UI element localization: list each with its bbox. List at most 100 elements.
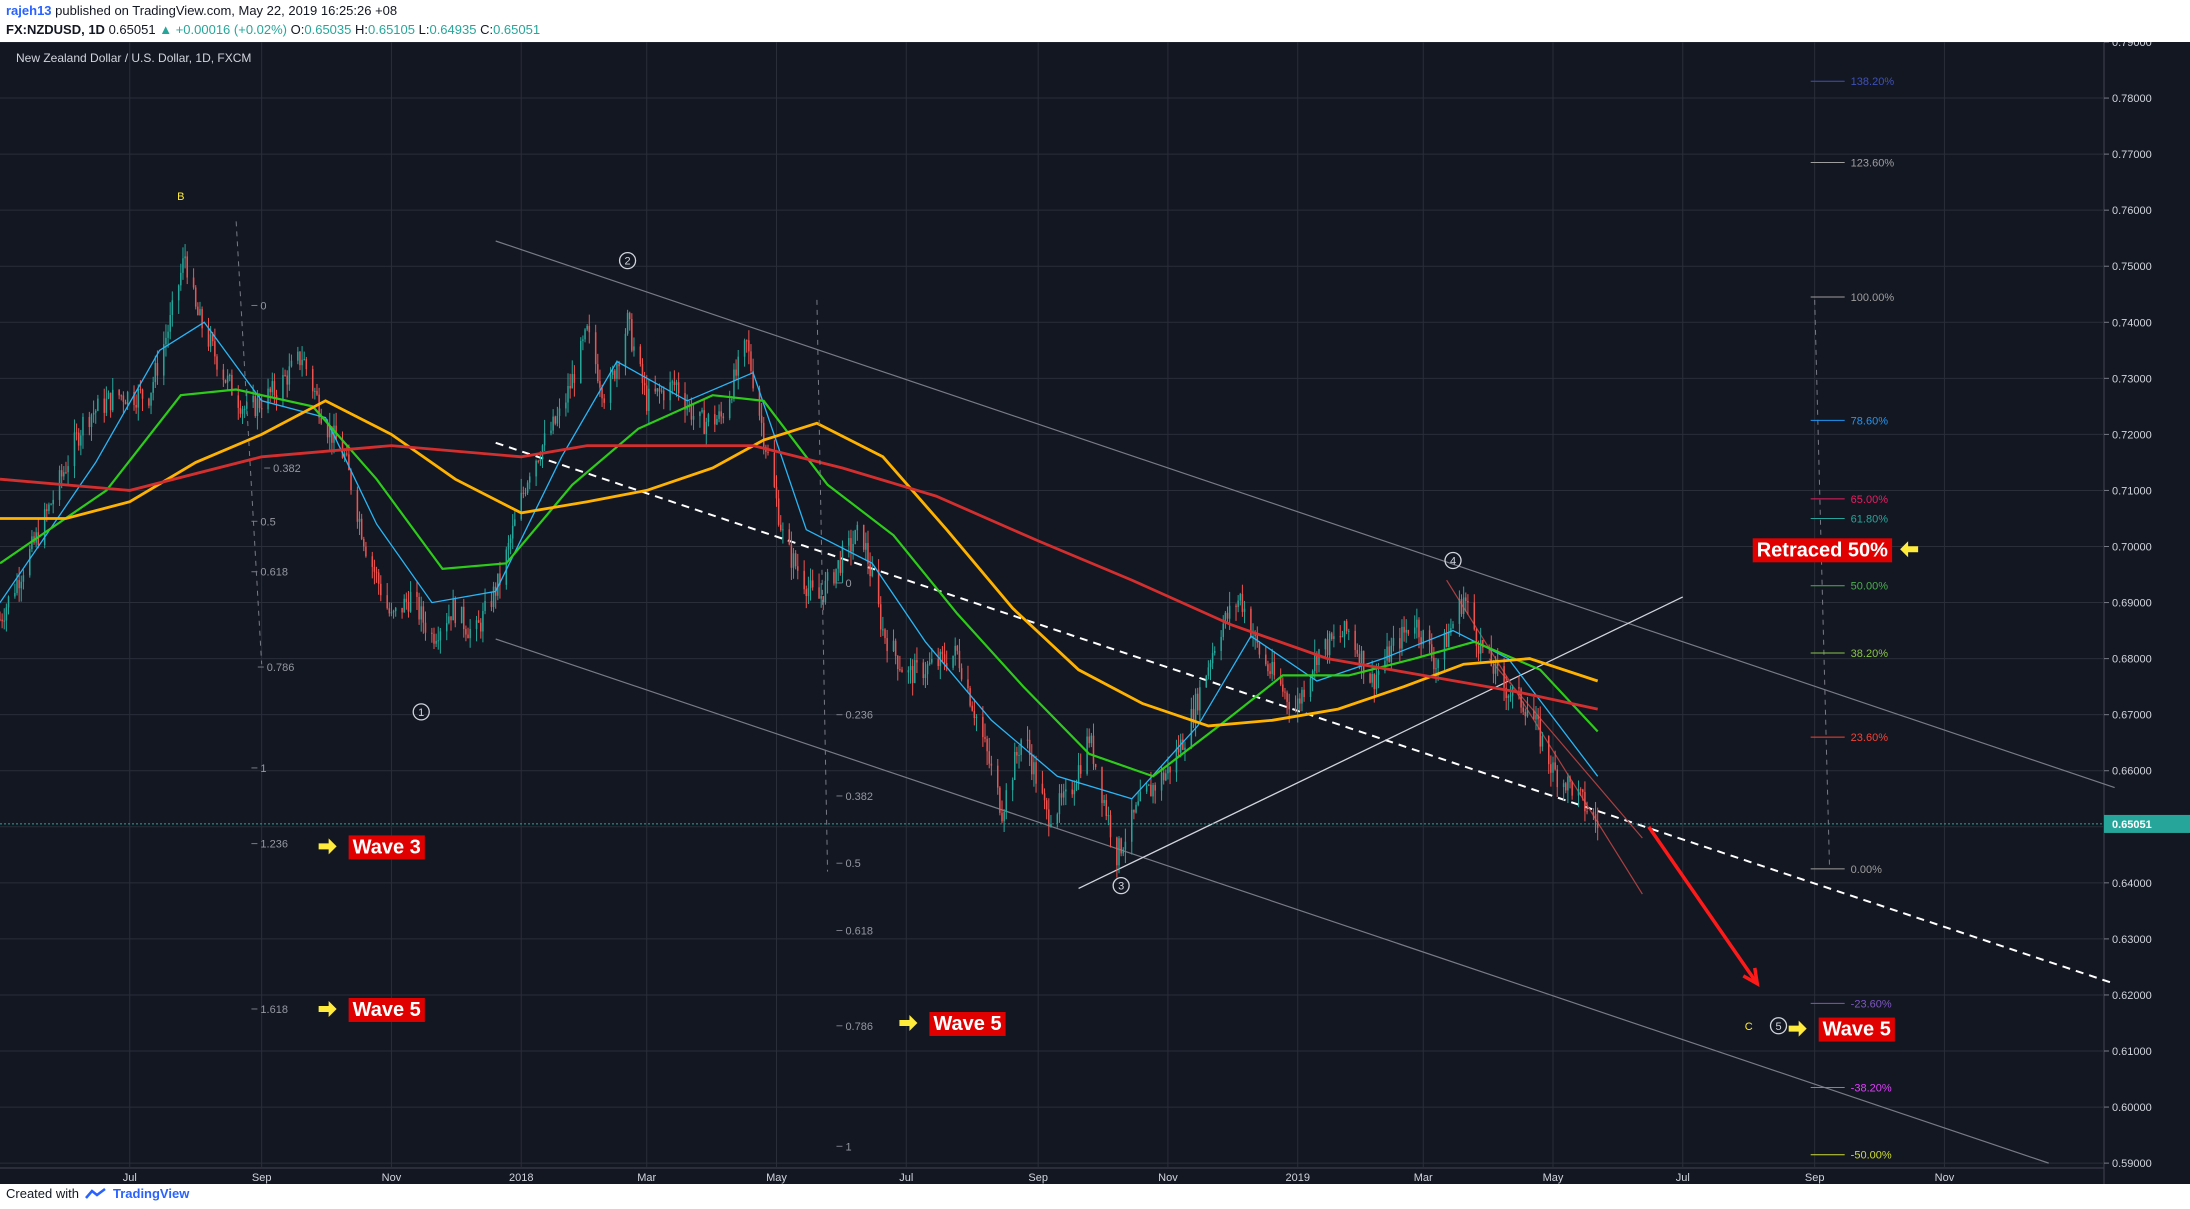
candle-body — [1284, 691, 1286, 693]
candle-body — [675, 382, 678, 386]
candle-body — [360, 518, 363, 539]
candle-body — [1296, 698, 1299, 711]
fib-level-label: 0.5 — [260, 516, 275, 528]
candle-body — [614, 370, 616, 379]
candle-body — [1450, 628, 1452, 633]
candle-body — [124, 401, 127, 405]
candle-body — [1518, 687, 1520, 689]
candle-body — [1392, 638, 1395, 646]
candle-body — [297, 351, 299, 361]
candle-body — [1190, 708, 1193, 748]
y-tick-label: 0.77000 — [2112, 149, 2152, 161]
candle-body — [811, 580, 814, 588]
candle-body — [433, 633, 435, 644]
candle-body — [435, 640, 437, 644]
annotation-label: Wave 5 — [353, 999, 421, 1021]
candle-body — [1460, 599, 1463, 615]
candle-body — [243, 408, 246, 410]
candle-body — [1430, 644, 1433, 658]
chart-area[interactable]: 0.79000 0.78000 0.77000 0.76000 0.75000 0.740… — [0, 37, 2190, 1184]
candle-body — [390, 612, 393, 614]
candle-body — [229, 374, 231, 376]
candle-body — [1060, 793, 1063, 798]
candle-body — [1150, 784, 1152, 797]
fib-level-label: 0.618 — [845, 925, 873, 937]
candle-body — [1373, 674, 1376, 690]
candle-body — [1226, 612, 1229, 619]
candle-body — [1286, 692, 1288, 702]
candle-body — [254, 395, 257, 417]
fib-level-label: 0 — [260, 300, 266, 312]
candle-body — [1375, 674, 1378, 690]
candle-body — [241, 409, 244, 414]
candle-body — [1407, 629, 1410, 634]
price-chart[interactable]: 0.79000 0.78000 0.77000 0.76000 0.75000 0.740… — [0, 37, 2190, 1184]
candle-body — [707, 414, 710, 422]
candle-body — [150, 392, 152, 406]
candle-body — [773, 452, 776, 487]
candle-body — [594, 332, 597, 365]
candle-body — [797, 566, 799, 571]
candle-body — [1413, 627, 1416, 634]
candle-body — [1256, 632, 1259, 643]
candle-body — [177, 285, 180, 301]
author-name[interactable]: rajeh13 — [6, 3, 52, 18]
candle-body — [716, 418, 718, 425]
candle-body — [928, 662, 931, 665]
candle-body — [1048, 809, 1050, 827]
candle-body — [207, 328, 210, 347]
candle-body — [284, 375, 286, 377]
candle-body — [1103, 800, 1105, 804]
candle-body — [1356, 650, 1359, 654]
candle-body — [348, 454, 350, 471]
candle-body — [767, 451, 769, 453]
x-tick-label: Jul — [1676, 1172, 1690, 1184]
candle-body — [356, 490, 359, 522]
candle-body — [1033, 762, 1035, 775]
candle-body — [133, 392, 135, 406]
candle-body — [1001, 812, 1003, 822]
candle-body — [1567, 776, 1569, 791]
candle-body — [684, 393, 686, 410]
fib-ext-label: 138.20% — [1851, 76, 1895, 88]
candle-body — [0, 619, 1, 621]
candle-body — [718, 411, 720, 419]
candle-body — [609, 374, 612, 403]
candle-body — [420, 606, 422, 620]
candle-body — [824, 580, 827, 603]
wave-label: C — [1745, 1021, 1753, 1033]
candle-body — [884, 629, 886, 639]
candle-body — [18, 580, 20, 589]
price-axis[interactable] — [2104, 42, 2190, 1184]
candle-body — [671, 381, 674, 383]
wave-circle-icon — [412, 703, 430, 721]
x-tick-label: Nov — [382, 1172, 402, 1184]
candle-body — [1139, 791, 1142, 802]
fib-level-label: 1 — [260, 763, 266, 775]
x-tick-label: Sep — [1028, 1172, 1048, 1184]
candle-body — [867, 543, 869, 564]
candle-body — [1031, 754, 1033, 775]
y-tick-label: 0.59000 — [2112, 1158, 2152, 1170]
candle-body — [316, 390, 318, 395]
candle-body — [439, 631, 442, 641]
candle-body — [1569, 776, 1571, 782]
candle-body — [1133, 809, 1135, 813]
candle-body — [365, 546, 367, 557]
candle-body — [571, 374, 574, 389]
candle-body — [258, 398, 261, 409]
candle-body — [407, 602, 410, 612]
candle-body — [401, 607, 403, 613]
candle-body — [92, 412, 95, 415]
candle-body — [1465, 597, 1467, 601]
candle-body — [854, 530, 856, 544]
candle-body — [450, 616, 452, 621]
candle-body — [431, 632, 433, 634]
candle-body — [822, 596, 825, 603]
candle-body — [1496, 660, 1499, 667]
tradingview-brand[interactable]: TradingView — [112, 1186, 190, 1201]
candle-body — [1062, 791, 1065, 798]
candle-body — [1137, 801, 1139, 805]
candle-body — [911, 666, 914, 683]
candle-body — [1182, 739, 1184, 750]
